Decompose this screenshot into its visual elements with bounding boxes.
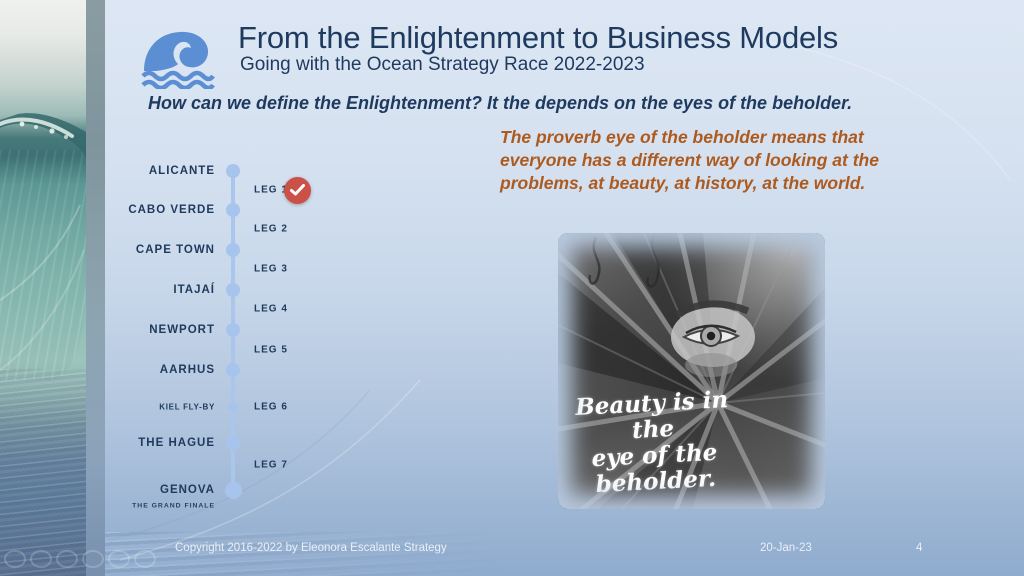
timeline-dot [226,363,240,377]
beholder-image: Beauty is in the eye of the beholder. [558,233,825,509]
timeline-stop-itaja-: ITAJAÍ [173,284,215,296]
timeline-leg-label: LEG 7 [254,459,288,471]
timeline-dot [226,203,240,217]
proverb-line: everyone has a different way of looking … [500,150,879,170]
checkmark-icon [290,184,305,196]
timeline-stop-newport: NEWPORT [149,324,215,336]
timeline-dot [226,323,240,337]
leg-complete-badge [284,176,311,204]
timeline-stop-subtitle: THE GRAND FINALE [132,502,215,510]
ocean-wave-photo [0,0,86,576]
leaf-eye-graphic [558,233,825,509]
timeline-stop-aarhus: AARHUS [159,364,215,376]
timeline-dot [226,243,240,257]
timeline-leg-label: LEG 3 [254,263,288,275]
ocean-bottom-texture [105,532,525,576]
photo-watermark [4,550,194,570]
photo-edge-band [86,0,105,576]
footer-copyright: Copyright 2016-2022 by Eleonora Escalant… [175,542,447,554]
proverb-line: problems, at beauty, at history, at the … [500,173,866,193]
timeline-stop-kiel-fly-by: KIEL FLY-BY [159,402,215,412]
timeline-leg-label: LEG 2 [254,223,288,235]
timeline-stop-cabo-verde: CABO VERDE [128,204,215,216]
timeline-dot [226,283,240,297]
question-text: How can we define the Enlightenment? It … [148,93,853,113]
footer-date: 20-Jan-23 [760,542,812,554]
timeline-stop-genova: GENOVA [160,484,215,496]
timeline-leg-label: LEG 4 [254,303,288,315]
timeline-dot [224,481,242,499]
water-streaks [0,368,86,576]
eye-icon [671,300,755,377]
timeline-dot [226,436,240,450]
timeline-leg-label: LEG 6 [254,401,288,413]
timeline-dot [228,402,238,412]
proverb-text: The proverb eye of the beholder means th… [500,126,930,195]
timeline-stop-the-hague: THE HAGUE [138,437,215,449]
image-caption: Beauty is in the eye of the beholder. [561,386,748,500]
timeline-dot [226,164,240,178]
timeline-leg-label: LEG 5 [254,344,288,356]
footer-page-number: 4 [916,542,923,554]
timeline-stop-alicante: ALICANTE [148,165,215,177]
proverb-line: The proverb eye of the beholder means th… [500,127,864,147]
wave-logo-icon [138,25,218,91]
timeline-leg-label: LEG 1 [254,184,288,196]
slide-subtitle: Going with the Ocean Strategy Race 2022-… [240,54,645,75]
wave-crest-graphic [0,113,86,371]
wave-face-texture [0,149,86,381]
timeline-stop-cape-town: CAPE TOWN [135,244,215,256]
slide-title: From the Enlightenment to Business Model… [238,20,839,55]
